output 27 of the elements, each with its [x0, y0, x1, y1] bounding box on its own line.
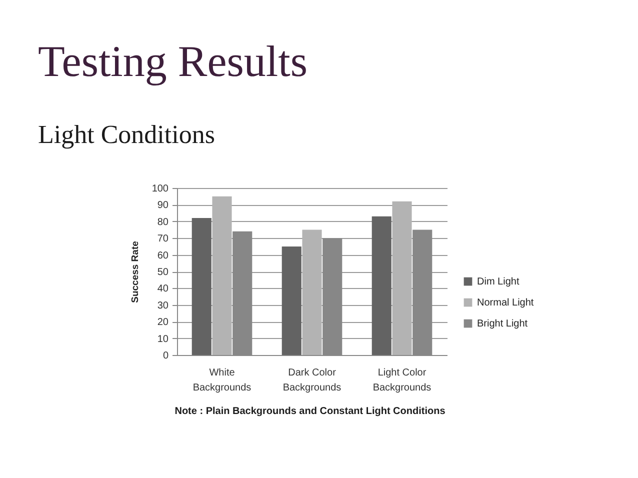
bar — [392, 201, 412, 355]
legend-label: Normal Light — [477, 298, 534, 309]
y-tick-label: 80 — [157, 216, 169, 228]
legend-label: Bright Light — [477, 318, 528, 330]
chart-title: Testing Results — [38, 37, 308, 86]
x-tick-label: Light Color Backgrounds — [372, 368, 432, 394]
y-tick-label: 70 — [157, 234, 169, 245]
y-tick-label: 90 — [157, 200, 169, 212]
y-tick-label: 30 — [157, 300, 169, 312]
y-tick-label: 60 — [157, 250, 169, 262]
y-tick-label: 40 — [157, 284, 169, 295]
bar — [372, 216, 392, 355]
y-tick-label: 50 — [157, 267, 169, 278]
legend-label: Dim Light — [477, 276, 520, 288]
y-tick-label: 10 — [157, 334, 169, 345]
y-tick-label: 20 — [157, 317, 169, 328]
x-tick-label: Dark Color Backgrounds — [282, 368, 342, 394]
bar — [192, 218, 212, 355]
y-tick-label: 100 — [152, 184, 169, 194]
x-tick-label: White Backgrounds — [192, 368, 252, 394]
text: Note : Plain Backgrounds and Constant Light Conditions — [174, 406, 446, 417]
bar — [212, 196, 232, 355]
chart-subtitle: Light Conditions — [38, 120, 215, 149]
y-axis-title: Success Rate — [130, 241, 141, 303]
bar — [302, 230, 322, 355]
bar — [282, 246, 302, 355]
y-tick-label: 0 — [162, 350, 169, 362]
